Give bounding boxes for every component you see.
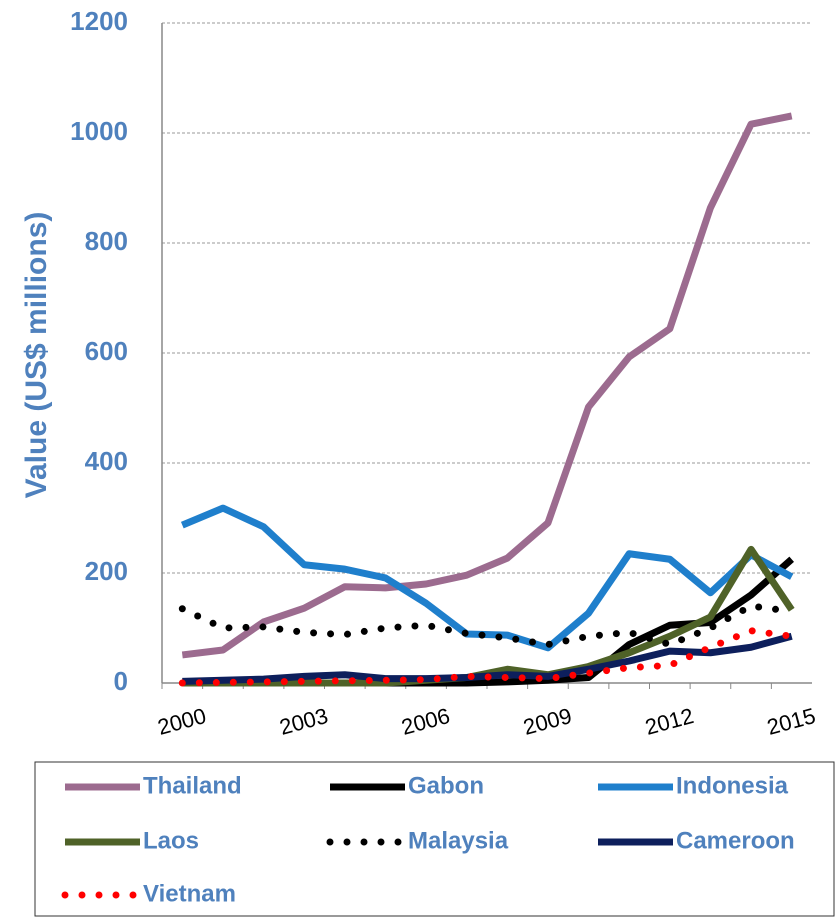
y-axis-label: Value (US$ millions) xyxy=(20,212,53,499)
y-tick-label: 0 xyxy=(114,666,128,696)
y-tick-label: 400 xyxy=(85,446,128,476)
x-tick-label: 2006 xyxy=(399,703,453,740)
legend-label: Gabon xyxy=(408,772,484,799)
y-tick-label: 800 xyxy=(85,226,128,256)
series-line xyxy=(180,504,794,652)
y-tick-label: 600 xyxy=(85,336,128,366)
series-line xyxy=(181,112,793,659)
x-tick-label: 2003 xyxy=(277,703,331,740)
x-tick-label: 2009 xyxy=(521,703,575,740)
x-tick-label: 2015 xyxy=(764,703,818,740)
y-tick-label: 1200 xyxy=(70,6,128,36)
legend-label: Vietnam xyxy=(143,880,236,907)
y-tick-label: 200 xyxy=(85,556,128,586)
x-tick-label: 2000 xyxy=(155,703,209,740)
legend-label: Cameroon xyxy=(676,827,795,854)
legend-label: Malaysia xyxy=(408,827,509,854)
x-tick-label: 2012 xyxy=(642,703,696,740)
legend-label: Indonesia xyxy=(676,772,789,799)
legend-box xyxy=(34,761,835,917)
legend-label: Thailand xyxy=(143,772,242,799)
y-tick-label: 1000 xyxy=(70,116,128,146)
series-line xyxy=(178,627,796,687)
legend-label: Laos xyxy=(143,827,199,854)
